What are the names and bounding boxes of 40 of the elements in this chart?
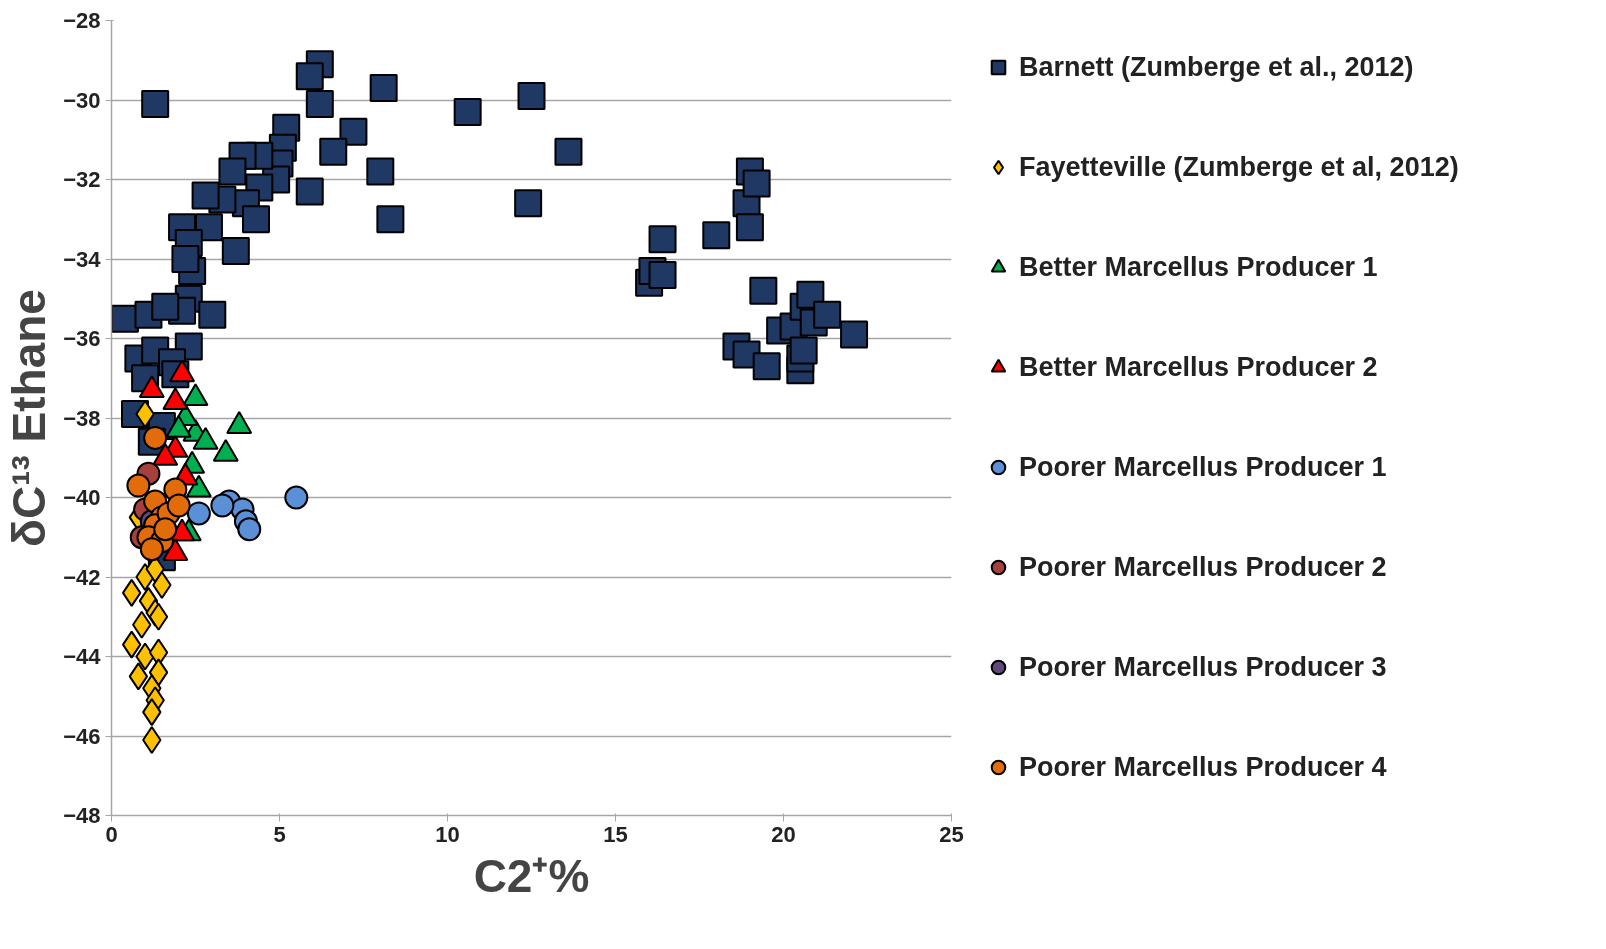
point <box>237 517 262 542</box>
legend-label: Barnett (Zumberge et al., 2012) <box>1019 51 1414 83</box>
legend-label: Better Marcellus Producer 2 <box>1019 351 1378 383</box>
y-axis-title: δC¹³ Ethane <box>3 289 56 547</box>
point <box>121 630 142 659</box>
point <box>126 473 151 498</box>
point <box>121 578 142 607</box>
point <box>143 425 168 450</box>
x-tick-label: 10 <box>435 821 460 847</box>
point <box>153 517 178 542</box>
x-tick-label: 20 <box>771 821 796 847</box>
y-tick-label: −48 <box>63 803 101 828</box>
y-tick-label: −40 <box>63 485 101 510</box>
point <box>186 501 211 526</box>
y-tick-label: −28 <box>63 8 101 33</box>
x-tick-label: 25 <box>939 821 964 847</box>
legend-label: Better Marcellus Producer 1 <box>1019 251 1378 283</box>
legend-label: Fayetteville (Zumberge et al, 2012) <box>1019 151 1459 183</box>
x-tick-label: 0 <box>105 821 118 847</box>
point <box>139 537 164 562</box>
point <box>284 485 309 510</box>
point <box>210 493 235 518</box>
point <box>148 658 169 687</box>
legend-label: Poorer Marcellus Producer 2 <box>1019 551 1387 583</box>
y-tick-label: −46 <box>63 723 101 749</box>
legend-label: Poorer Marcellus Producer 1 <box>1019 451 1387 483</box>
legend-label: Poorer Marcellus Producer 3 <box>1019 651 1387 683</box>
y-tick-label: −30 <box>63 87 101 113</box>
point <box>166 493 191 518</box>
y-tick-label: −42 <box>63 564 101 590</box>
y-tick-label: −38 <box>63 405 101 431</box>
point <box>128 662 149 691</box>
y-tick-label: −44 <box>63 644 102 669</box>
y-tick-label: −34 <box>63 246 102 272</box>
x-axis-title: C2⁺% <box>473 849 590 902</box>
y-tick-label: −32 <box>63 167 101 192</box>
x-tick-label: 15 <box>603 821 628 847</box>
y-tick-label: −36 <box>63 326 101 351</box>
x-tick-label: 5 <box>273 821 286 847</box>
legend-label: Poorer Marcellus Producer 4 <box>1019 751 1387 783</box>
